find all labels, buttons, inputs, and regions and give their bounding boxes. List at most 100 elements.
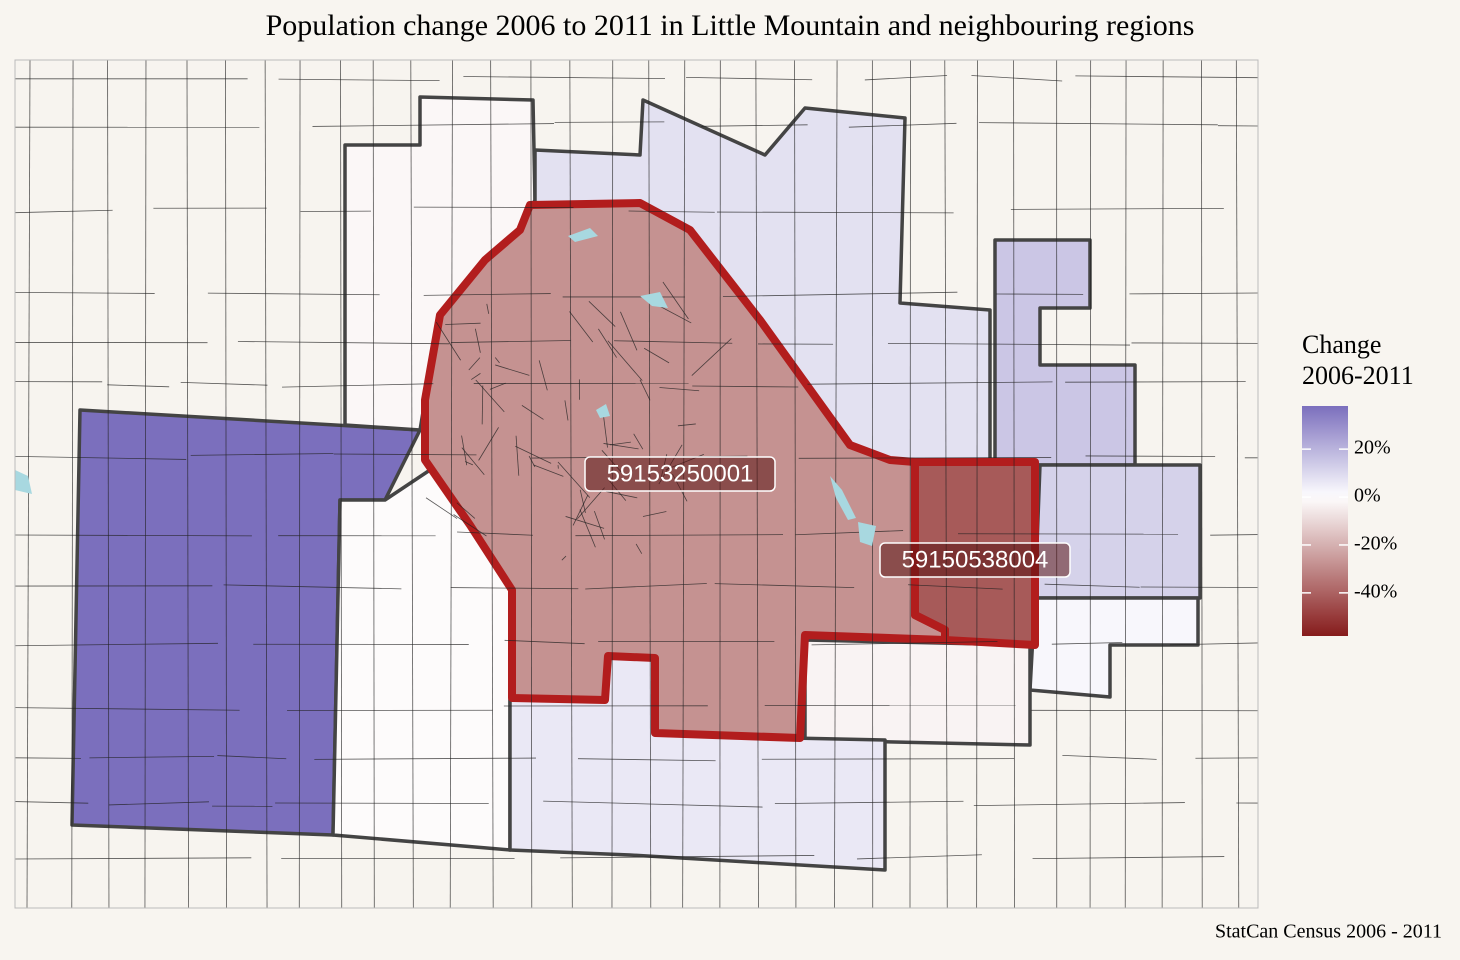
road bbox=[585, 583, 707, 590]
road bbox=[89, 755, 215, 759]
road bbox=[677, 423, 696, 427]
legend: 20% 0% -20% -40% bbox=[1302, 406, 1397, 636]
road bbox=[1075, 75, 1258, 79]
road bbox=[856, 854, 982, 860]
road bbox=[108, 801, 209, 806]
road bbox=[471, 373, 481, 380]
road bbox=[722, 291, 958, 297]
road bbox=[620, 311, 638, 351]
road bbox=[456, 502, 476, 519]
water-body bbox=[858, 522, 876, 546]
road bbox=[217, 755, 287, 760]
road bbox=[659, 387, 700, 392]
region-label-box bbox=[879, 542, 1071, 578]
road bbox=[107, 60, 110, 908]
road bbox=[614, 340, 733, 344]
road bbox=[605, 491, 638, 499]
region-label: 59150538004 bbox=[902, 546, 1049, 573]
region-label: 59153250001 bbox=[607, 460, 754, 487]
road bbox=[594, 510, 605, 540]
road bbox=[435, 321, 461, 361]
road bbox=[314, 757, 536, 760]
road bbox=[489, 382, 506, 390]
road bbox=[642, 511, 667, 517]
road bbox=[1201, 60, 1203, 908]
road bbox=[643, 347, 670, 364]
map: 59153250001 59150538004 bbox=[15, 60, 1258, 908]
road bbox=[635, 543, 643, 554]
road bbox=[372, 60, 375, 908]
road bbox=[577, 487, 605, 520]
road bbox=[658, 304, 692, 324]
road bbox=[603, 443, 639, 450]
roads bbox=[15, 60, 1258, 908]
road bbox=[560, 855, 815, 859]
road bbox=[15, 707, 240, 711]
road bbox=[633, 433, 644, 450]
road bbox=[662, 281, 689, 320]
road bbox=[557, 461, 591, 498]
road bbox=[561, 555, 567, 561]
road bbox=[579, 509, 596, 548]
road bbox=[15, 857, 252, 860]
road bbox=[15, 292, 155, 294]
road bbox=[1013, 60, 1015, 908]
road bbox=[468, 357, 481, 371]
road bbox=[515, 435, 520, 476]
road bbox=[864, 75, 948, 81]
road bbox=[449, 60, 453, 908]
road bbox=[579, 489, 586, 513]
road bbox=[716, 211, 954, 214]
road bbox=[795, 530, 904, 536]
road bbox=[207, 292, 380, 296]
road bbox=[478, 427, 499, 461]
road bbox=[607, 340, 643, 381]
road bbox=[450, 340, 571, 343]
road bbox=[237, 341, 450, 345]
road bbox=[486, 303, 490, 314]
road bbox=[457, 531, 533, 536]
road bbox=[1161, 60, 1164, 908]
road bbox=[107, 384, 170, 388]
road bbox=[190, 453, 334, 456]
road bbox=[225, 60, 228, 908]
road bbox=[15, 455, 187, 460]
road bbox=[494, 357, 500, 364]
road bbox=[944, 60, 948, 908]
road bbox=[144, 60, 147, 908]
water bbox=[15, 228, 876, 546]
road bbox=[1062, 754, 1157, 760]
water-body bbox=[596, 404, 610, 418]
road bbox=[569, 60, 573, 908]
road bbox=[223, 584, 402, 590]
regions bbox=[70, 95, 1202, 872]
road bbox=[609, 441, 631, 446]
legend-tick-label: 20% bbox=[1354, 437, 1391, 459]
water-body bbox=[830, 476, 856, 520]
water-body bbox=[15, 470, 32, 494]
road bbox=[186, 60, 189, 908]
road bbox=[1195, 757, 1258, 759]
road bbox=[976, 60, 978, 908]
road bbox=[691, 338, 732, 376]
road bbox=[564, 400, 569, 421]
road bbox=[423, 293, 551, 296]
map-frame bbox=[14, 59, 1259, 909]
road bbox=[530, 60, 533, 908]
road bbox=[569, 311, 594, 343]
legend-title: 2006-2011 bbox=[1302, 361, 1414, 390]
road bbox=[15, 642, 218, 647]
road bbox=[475, 379, 505, 413]
road bbox=[794, 60, 797, 908]
road bbox=[1129, 292, 1258, 295]
road bbox=[340, 60, 343, 908]
road bbox=[1131, 342, 1258, 344]
road bbox=[278, 78, 440, 82]
road bbox=[515, 445, 552, 464]
legend-tick-label: -20% bbox=[1354, 533, 1397, 555]
road bbox=[495, 364, 530, 376]
road bbox=[481, 385, 484, 425]
road bbox=[1031, 709, 1258, 712]
road bbox=[1065, 381, 1246, 383]
